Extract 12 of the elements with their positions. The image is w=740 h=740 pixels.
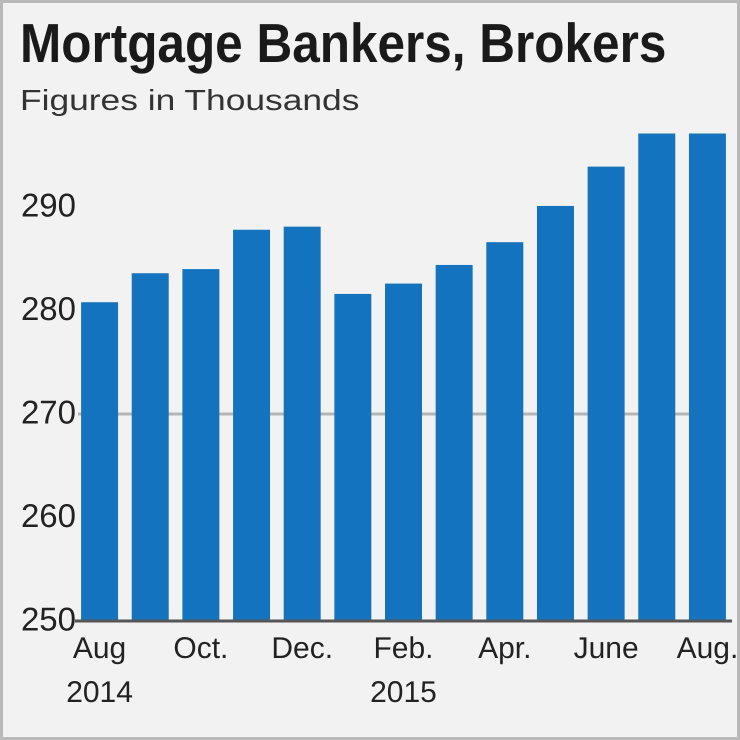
y-tick-label: 290 — [20, 186, 76, 224]
x-tick-label: Aug. — [676, 632, 738, 665]
x-tick-label: June — [574, 632, 639, 665]
chart-title: Mortgage Bankers, Brokers — [20, 14, 666, 75]
y-tick-label: 280 — [20, 290, 76, 327]
x-tick-label: Oct. — [173, 632, 228, 665]
x-tick-label: Apr. — [478, 632, 532, 665]
chart-subtitle: Figures in Thousands — [20, 84, 360, 116]
x-tick-label: Dec. — [271, 632, 334, 665]
x-tick-label: Feb. 2015 — [370, 632, 437, 709]
y-tick-label: 260 — [20, 496, 76, 534]
y-tick-label: 270 — [20, 393, 76, 430]
